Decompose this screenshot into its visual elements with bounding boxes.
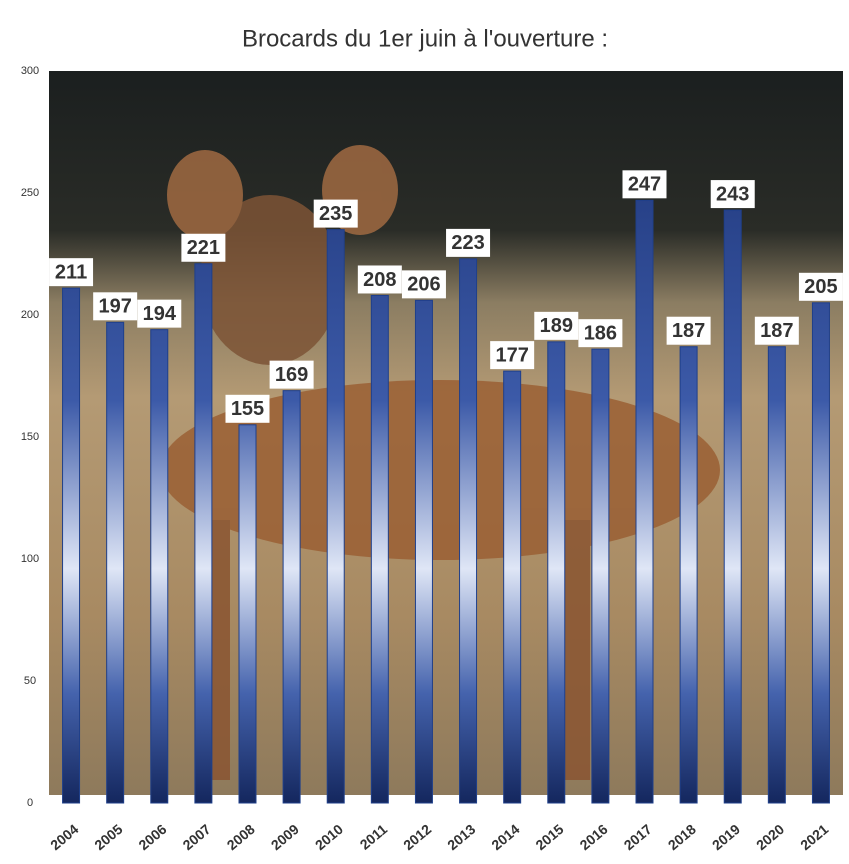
- x-tick-label: 2005: [91, 821, 125, 853]
- y-tick-label: 100: [21, 553, 39, 565]
- value-label-box: [622, 170, 667, 199]
- bar: [326, 229, 345, 804]
- value-label-box: [313, 199, 358, 228]
- x-tick-label: 2013: [444, 821, 478, 853]
- value-label: 186: [584, 322, 617, 344]
- bar: [414, 299, 433, 804]
- x-tick-label: 2009: [268, 821, 302, 853]
- bar: [679, 346, 698, 804]
- bar: [370, 294, 389, 804]
- value-label: 221: [187, 237, 220, 259]
- bar: [194, 263, 213, 804]
- value-label-box: [93, 292, 138, 321]
- value-label-box: [446, 228, 491, 257]
- bar: [238, 424, 257, 804]
- bar: [547, 341, 566, 804]
- value-label: 187: [760, 320, 793, 342]
- value-label-box: [710, 180, 755, 209]
- x-tick-label: 2016: [577, 821, 611, 853]
- x-tick-label: 2012: [400, 821, 434, 853]
- baseline-strip: [49, 795, 843, 803]
- value-label: 208: [363, 269, 396, 291]
- bar: [591, 348, 610, 804]
- x-tick-label: 2020: [753, 821, 787, 853]
- value-label: 243: [716, 183, 749, 205]
- y-tick-label: 300: [21, 65, 39, 77]
- bar: [282, 390, 301, 804]
- value-label: 194: [143, 303, 177, 325]
- value-label: 235: [319, 203, 352, 225]
- x-tick-label: 2011: [357, 821, 391, 853]
- value-label-box: [49, 258, 94, 287]
- value-label: 223: [451, 232, 484, 254]
- value-label-box: [225, 394, 270, 423]
- value-label-box: [137, 299, 182, 328]
- value-label-box: [534, 311, 579, 340]
- value-label: 206: [407, 274, 440, 296]
- value-label-box: [490, 341, 535, 370]
- x-tick-label: 2004: [47, 821, 81, 853]
- y-tick-label: 0: [27, 797, 33, 809]
- x-tick-label: 2006: [135, 821, 169, 853]
- value-label-box: [798, 272, 843, 301]
- value-label: 247: [628, 174, 661, 196]
- value-label: 177: [495, 344, 528, 366]
- value-label: 197: [98, 296, 131, 318]
- y-tick-label: 200: [21, 309, 39, 321]
- value-label: 205: [804, 276, 837, 298]
- bar: [767, 346, 786, 804]
- value-label: 187: [672, 320, 705, 342]
- y-tick-label: 250: [21, 187, 39, 199]
- value-label-box: [754, 316, 799, 345]
- y-tick-label: 150: [21, 431, 39, 443]
- value-label: 155: [231, 398, 264, 420]
- x-tick-label: 2021: [797, 821, 831, 853]
- x-tick-label: 2014: [488, 821, 522, 853]
- value-label-box: [181, 233, 226, 262]
- x-tick-label: 2008: [224, 821, 258, 853]
- y-tick-label: 50: [24, 675, 36, 687]
- value-label-box: [357, 265, 402, 294]
- value-label-box: [666, 316, 711, 345]
- bar: [635, 199, 654, 804]
- value-label: 211: [55, 261, 87, 283]
- x-tick-label: 2018: [665, 821, 699, 853]
- bar: [503, 370, 522, 804]
- x-tick-label: 2007: [180, 821, 214, 853]
- bar: [459, 258, 478, 804]
- x-tick-label: 2017: [621, 821, 655, 853]
- value-label: 189: [540, 315, 573, 337]
- value-label-box: [578, 319, 623, 348]
- chart-title: Brocards du 1er juin à l'ouverture :: [242, 25, 608, 52]
- bar: [150, 329, 169, 804]
- bar: [106, 321, 125, 804]
- value-label-box: [401, 270, 446, 299]
- value-label: 169: [275, 364, 308, 386]
- bar: [811, 302, 830, 804]
- x-tick-label: 2015: [532, 821, 566, 853]
- x-tick-label: 2010: [312, 821, 346, 853]
- bar: [62, 287, 81, 804]
- bar: [723, 209, 742, 804]
- x-tick-label: 2019: [709, 821, 743, 853]
- value-label-box: [269, 360, 314, 389]
